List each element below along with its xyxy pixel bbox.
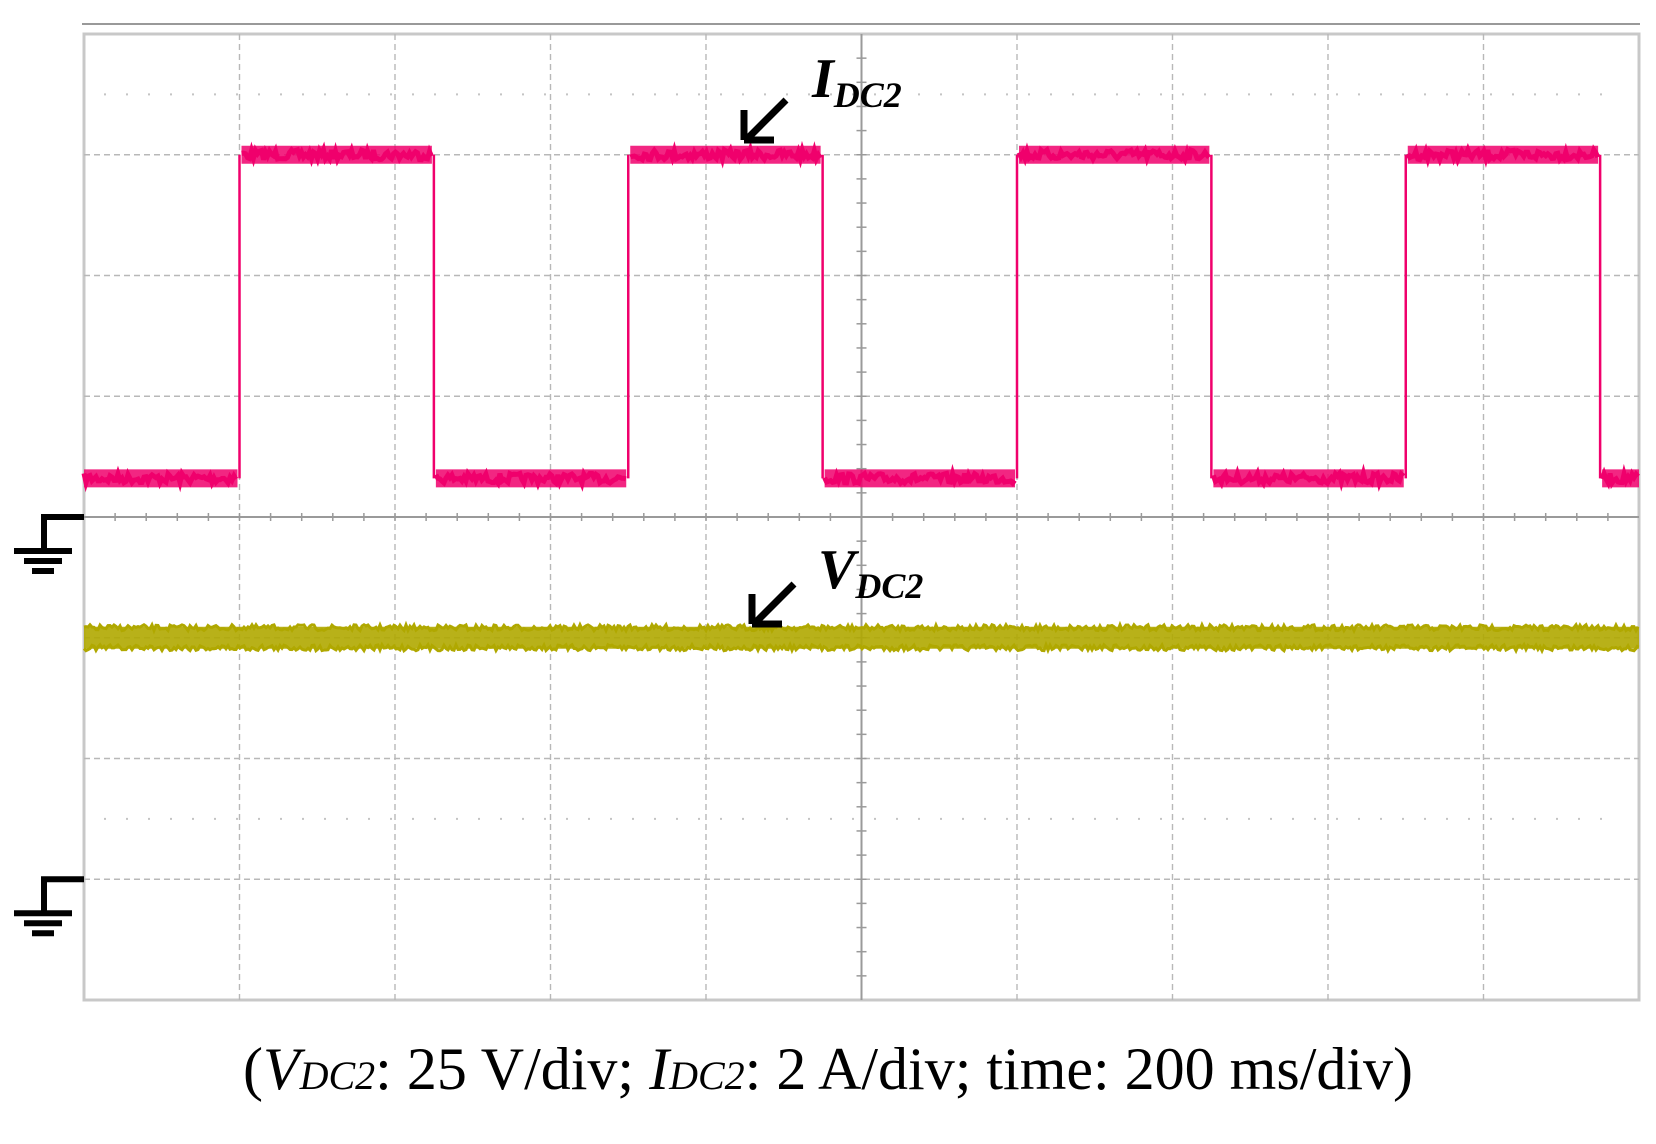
trace-vdc2 <box>82 620 1640 655</box>
idc2-segment-band <box>824 469 1015 488</box>
idc2-segment-band <box>1602 469 1639 488</box>
idc2-segment-band <box>435 469 627 488</box>
vdc2-band <box>84 626 1639 649</box>
ground-markers <box>14 514 84 937</box>
label-text: VDC2 <box>818 539 923 606</box>
caption-v-main: V <box>262 1036 300 1102</box>
trace-idc2 <box>81 140 1640 493</box>
ground-marker-stem <box>41 876 84 912</box>
label-text: IDC2 <box>811 48 902 115</box>
idc2-segment-band <box>241 145 432 164</box>
center-axis-ticks <box>114 57 1609 977</box>
caption-i-main: I <box>649 1036 670 1102</box>
caption-open: ( <box>242 1036 263 1102</box>
chart-caption: (VDC2: 25 V/div; IDC2: 2 A/div; time: 20… <box>0 1035 1656 1104</box>
label-arrow-head <box>740 110 774 144</box>
ground-marker-idc2 <box>14 514 84 574</box>
idc2-segment-band <box>84 469 238 488</box>
vdc2-noise-bottom <box>82 640 1640 655</box>
label-main: I <box>811 48 836 110</box>
caption-v-scale: : 25 V/div; <box>375 1036 650 1102</box>
label-vdc2: VDC2 <box>748 539 923 628</box>
ground-marker-vdc2 <box>14 876 84 937</box>
idc2-segment-band <box>1407 145 1599 164</box>
idc2-segment-band <box>630 145 821 164</box>
caption-i-sub: DC2 <box>669 1053 745 1098</box>
ground-marker-stem <box>41 514 84 549</box>
label-idc2: IDC2 <box>740 48 902 144</box>
traces <box>81 140 1640 655</box>
label-arrow-shaft <box>745 97 789 141</box>
idc2-segment-band <box>1213 469 1404 488</box>
vdc2-noise-top <box>83 620 1640 635</box>
label-main: V <box>818 539 860 601</box>
idc2-segment-band <box>1019 145 1210 164</box>
label-arrow-head <box>748 594 782 628</box>
label-sub: DC2 <box>854 566 923 606</box>
label-sub: DC2 <box>833 75 902 115</box>
caption-i-scale: : 2 A/div; time: 200 ms/div) <box>744 1036 1414 1102</box>
label-arrow-shaft <box>753 581 797 625</box>
caption-v-sub: DC2 <box>299 1053 376 1098</box>
